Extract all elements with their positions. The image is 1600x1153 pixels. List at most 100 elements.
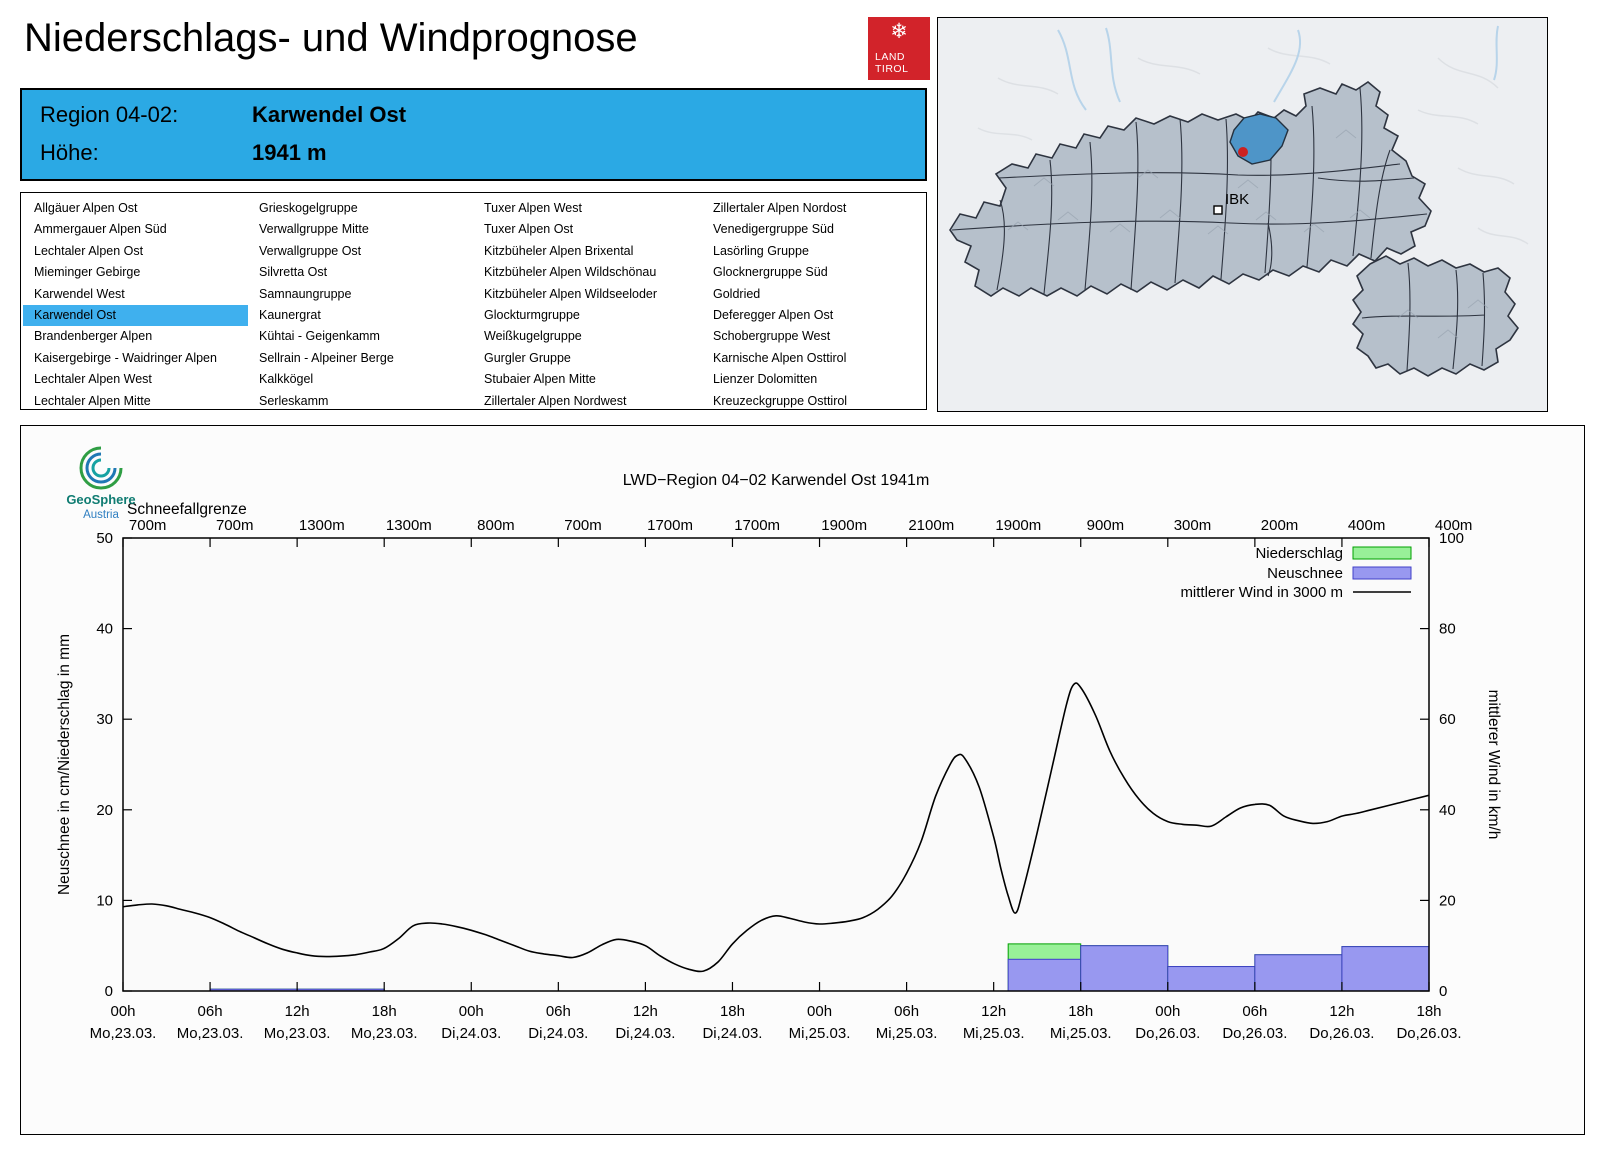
x-tick-time: 06h [546,1003,571,1020]
land-tirol-logo: ❄ LAND TIROL [868,17,930,80]
logo-line1: LAND [875,50,906,63]
region-list-item[interactable]: Kaunergrat [259,307,321,322]
chart-title: LWD−Region 04−02 Karwendel Ost 1941m [623,472,930,489]
y-left-tick: 30 [96,711,113,728]
region-list-item[interactable]: Karwendel West [34,286,125,301]
geosphere-logo: GeoSphere Austria [51,442,151,527]
snowline-value: 700m [564,517,602,534]
x-tick-time: 12h [981,1003,1006,1020]
x-tick-date: Di,24.03. [615,1025,675,1042]
region-list-item[interactable]: Samnaungruppe [259,286,352,301]
region-list-item[interactable]: Kreuzeckgruppe Osttirol [713,393,848,408]
region-list-item[interactable]: Schobergruppe West [713,329,831,344]
y-right-tick: 20 [1439,892,1456,909]
ibk-city-marker [1213,205,1223,215]
region-list-item[interactable]: Stubaier Alpen Mitte [484,372,596,387]
snowline-value: 800m [477,517,515,534]
inner-relief-texture [1007,129,1489,339]
region-list-item[interactable]: Kitzbüheler Alpen Brixental [484,243,634,258]
region-list-item[interactable]: Glocknergruppe Süd [713,265,828,280]
tirol-map-svg: IBK [938,18,1547,411]
north-tirol-shape[interactable] [949,81,1432,297]
x-tick-time: 18h [720,1003,745,1020]
region-list-item[interactable]: Allgäuer Alpen Ost [34,201,138,215]
region-list-item[interactable]: Serleskamm [259,393,329,408]
snowline-value: 1300m [299,517,345,534]
region-list-item[interactable]: Kaisergebirge - Waidringer Alpen [34,350,217,365]
legend-label: Neuschnee [1267,565,1343,582]
region-list-item[interactable]: Mieminger Gebirge [34,265,141,280]
x-tick-date: Mi,25.03. [876,1025,938,1042]
y-left-tick: 10 [96,892,113,909]
region-list-item[interactable]: Verwallgruppe Mitte [259,222,369,237]
y-left-tick: 0 [105,983,113,1000]
region-list-column: Tuxer Alpen West Tuxer Alpen Ost Kitzbühel… [473,198,702,409]
snowline-value: 1300m [386,517,432,534]
legend-label: Niederschlag [1255,545,1343,562]
x-tick-date: Mi,25.03. [789,1025,851,1042]
x-tick-time: 18h [1068,1003,1093,1020]
river-lines [1057,25,1499,111]
region-list-item[interactable]: Zillertaler Alpen Nordwest [484,393,627,408]
region-list-item[interactable]: Kitzbüheler Alpen Wildseeloder [484,286,658,301]
region-list-item[interactable]: Brandenberger Alpen [34,329,153,344]
region-list-column: Grieskogelgruppe Verwallgruppe Mitte Verwa… [248,198,473,409]
ibk-city-label: IBK [1225,191,1249,208]
tirol-region-map[interactable]: IBK [937,17,1548,412]
region-list-item[interactable]: Lechtaler Alpen Mitte [34,393,151,408]
snowline-value: 2100m [908,517,954,534]
region-list-item[interactable]: Venedigergruppe Süd [713,222,834,237]
region-list-item[interactable]: Glockturmgruppe [484,307,580,322]
region-list-item[interactable]: Kalkkögel [259,372,314,387]
x-tick-time: 00h [110,1003,135,1020]
snowline-value: 300m [1174,517,1212,534]
region-list-item[interactable]: Tuxer Alpen Ost [484,222,574,237]
map-relief-texture [977,47,1529,245]
y-left-tick: 40 [96,621,113,638]
region-list-item[interactable]: Lechtaler Alpen West [34,372,152,387]
snowline-value: 700m [216,517,254,534]
region-list-item[interactable]: Karnische Alpen Osttirol [713,350,847,365]
page-title: Niederschlags- und Windprognose [24,16,638,60]
snowline-value: 200m [1261,517,1299,534]
region-list-item[interactable]: Weißkugelgruppe [484,329,582,344]
region-border-lines [951,87,1428,295]
chart-legend: Niederschlag Neuschnee mittlerer Wind in 3… [1180,545,1412,601]
map-region-shapes[interactable] [949,81,1519,377]
region-list-item-selected[interactable]: Karwendel Ost [23,304,248,327]
altitude-label: Höhe: [40,140,99,165]
snowline-value: 900m [1087,517,1125,534]
region-list-item[interactable]: Ammergauer Alpen Süd [34,222,167,237]
region-list-item[interactable]: Lechtaler Alpen Ost [34,243,144,258]
x-tick-time: 12h [285,1003,310,1020]
x-tick-time: 18h [372,1003,397,1020]
neuschnee-bar [1341,946,1429,991]
x-tick-date: Di,24.03. [528,1025,588,1042]
region-list-item[interactable]: Sellrain - Alpeiner Berge [259,350,394,365]
region-list-item[interactable]: Goldried [713,286,761,301]
region-list-item[interactable]: Silvretta Ost [259,265,328,280]
east-tirol-border-lines [1361,262,1486,372]
x-tick-date: Di,24.03. [441,1025,501,1042]
precip-bars [209,943,1429,991]
region-list-item[interactable]: Lasörling Gruppe [713,243,809,258]
x-tick-date: Do,26.03. [1135,1025,1200,1042]
y-right-tick: 0 [1439,983,1447,1000]
region-list-item[interactable]: Tuxer Alpen West [484,201,582,215]
region-list-item[interactable]: Kühtai - Geigenkamm [259,329,380,344]
land-tirol-logo-text: LAND TIROL [875,51,908,75]
region-list-item[interactable]: Grieskogelgruppe [259,201,358,215]
x-tick-date: Do,26.03. [1396,1025,1461,1042]
region-list-item[interactable]: Gurgler Gruppe [484,350,571,365]
x-tick-date: Mi,25.03. [1050,1025,1112,1042]
geosphere-country: Austria [83,509,119,521]
region-list-item[interactable]: Kitzbüheler Alpen Wildschönau [484,265,657,280]
left-axis-title: Neuschnee in cm/Niederschlag in mm [56,634,73,895]
region-list-item[interactable]: Verwallgruppe Ost [259,243,362,258]
region-list-item[interactable]: Deferegger Alpen Ost [713,307,834,322]
plot-area [123,538,1429,991]
region-list-item[interactable]: Zillertaler Alpen Nordost [713,201,847,215]
snowline-value: 1900m [995,517,1041,534]
region-list-item[interactable]: Lienzer Dolomitten [713,372,818,387]
region-list-column: Allgäuer Alpen Ost Ammergauer Alpen Süd Le… [23,198,248,409]
